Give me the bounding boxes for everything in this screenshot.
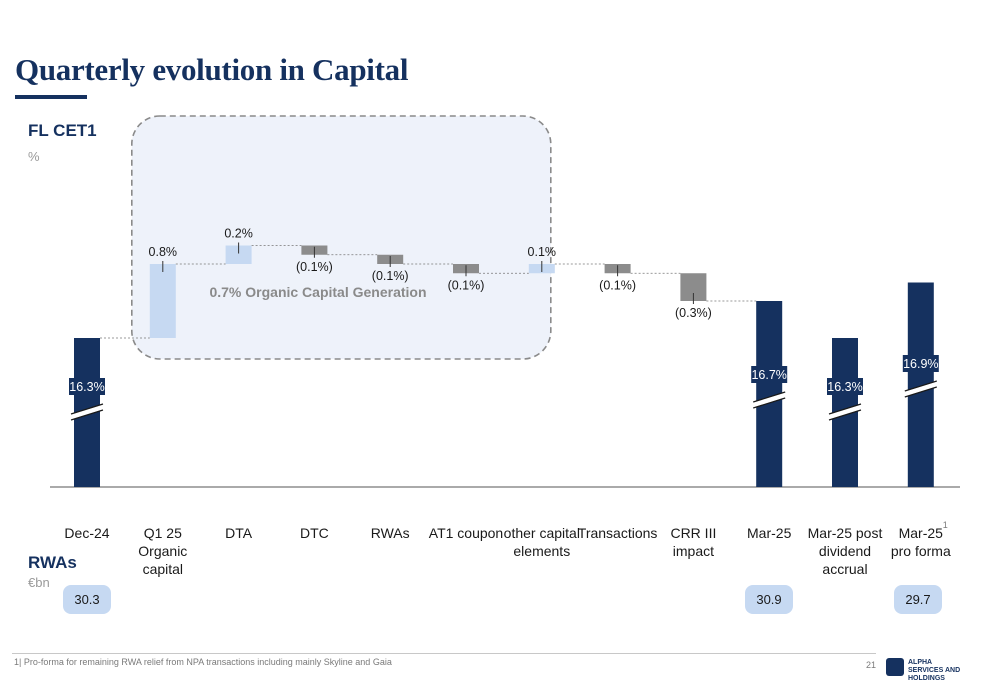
logo-icon — [886, 658, 904, 676]
category-label-crr-iii-impact: CRR III — [670, 525, 716, 541]
rwa-pill-mar-25: 30.9 — [745, 585, 793, 614]
footnote: 1| Pro-forma for remaining RWA relief fr… — [14, 657, 392, 667]
rwa-pill-mar-25-pro-forma: 29.7 — [894, 585, 942, 614]
value-label-rwas: (0.1%) — [372, 269, 409, 283]
logo-text-line-1: ALPHA — [908, 659, 933, 666]
axis-break-gap — [904, 381, 938, 397]
axis-break-gap — [70, 404, 104, 420]
axis-break-mark — [904, 380, 937, 392]
metric-name: FL CET1 — [28, 121, 97, 140]
value-label-dec-24: 16.3% — [69, 380, 104, 394]
category-label-mar-25-post-dividend-accrual: dividend — [819, 543, 871, 559]
category-label-at1-coupon: AT1 coupon — [429, 525, 503, 541]
rwa-pill-dec-24: 30.3 — [63, 585, 111, 614]
logo-text-line-2: SERVICES AND HOLDINGS — [908, 667, 961, 682]
category-label-dtc: DTC — [300, 525, 329, 541]
category-label-mar-25-post-dividend-accrual: Mar-25 post — [808, 525, 883, 541]
axis-break-mark — [70, 409, 104, 421]
category-label-mar-25: Mar-25 — [747, 525, 792, 541]
organic-capital-highlight-box — [131, 115, 552, 360]
axis-break-mark — [828, 403, 862, 415]
page-title: Quarterly evolution in Capital — [15, 52, 409, 87]
value-label-crr-iii-impact: (0.3%) — [675, 306, 712, 320]
waterfall-chart: 16.3% 0.8% 0.2% (0.1%) (0.1%) (0.1%) 0.1% (0.1%… — [50, 115, 960, 577]
axis-break-gap — [752, 392, 786, 408]
footnote-marker: 1 — [943, 520, 948, 530]
company-logo: ALPHA SERVICES AND HOLDINGS — [886, 656, 990, 682]
value-label-at1-coupon: (0.1%) — [448, 278, 485, 292]
axis-break-mark — [753, 397, 786, 409]
bar-q1-25-organic-capital — [149, 264, 176, 338]
value-label-bg — [827, 378, 863, 395]
axis-break-mark — [904, 386, 937, 398]
value-label-mar-25: 16.7% — [751, 368, 786, 382]
value-label-q1-25-organic-capital: 0.8% — [149, 245, 178, 259]
title-underline — [15, 95, 87, 99]
value-label-mar-25-post-dividend-accrual: 16.3% — [827, 380, 862, 394]
category-label-mar-25-pro-forma: pro forma — [891, 543, 951, 559]
axis-break-mark — [828, 409, 862, 421]
category-label-rwas: RWAs — [371, 525, 410, 541]
footer-divider — [12, 653, 876, 654]
category-label-dec-24: Dec-24 — [64, 525, 109, 541]
axis-break-gap — [828, 404, 862, 420]
category-label-q1-25-organic-capital: Organic — [138, 543, 187, 559]
category-label-crr-iii-impact: impact — [673, 543, 714, 559]
bar-dta — [225, 245, 252, 264]
axis-break-mark — [753, 391, 786, 403]
category-label-dta: DTA — [225, 525, 253, 541]
category-label-other-capital-elements: other capital — [504, 525, 580, 541]
page-number: 21 — [866, 660, 877, 670]
value-label-dta: 0.2% — [224, 227, 253, 241]
value-label-other-capital-elements: 0.1% — [528, 245, 557, 259]
value-label-bg — [69, 378, 105, 395]
value-label-bg — [751, 366, 788, 383]
value-label-dtc: (0.1%) — [296, 260, 333, 274]
rwa-title: RWAs — [28, 553, 77, 572]
value-label-mar-25-pro-forma: 16.9% — [903, 357, 938, 371]
value-label-bg — [902, 355, 939, 372]
category-label-q1-25-organic-capital: Q1 25 — [144, 525, 182, 541]
metric-unit: % — [28, 149, 40, 164]
category-label-q1-25-organic-capital: capital — [143, 561, 183, 577]
category-label-mar-25-pro-forma: Mar-25 — [899, 525, 944, 541]
category-label-transactions: Transactions — [578, 525, 658, 541]
category-label-mar-25-post-dividend-accrual: accrual — [822, 561, 867, 577]
axis-break-mark — [70, 403, 104, 415]
value-label-transactions: (0.1%) — [599, 278, 636, 292]
rwa-unit: €bn — [28, 575, 50, 590]
organic-capital-annotation: 0.7% Organic Capital Generation — [209, 284, 426, 300]
category-label-other-capital-elements: elements — [513, 543, 570, 559]
